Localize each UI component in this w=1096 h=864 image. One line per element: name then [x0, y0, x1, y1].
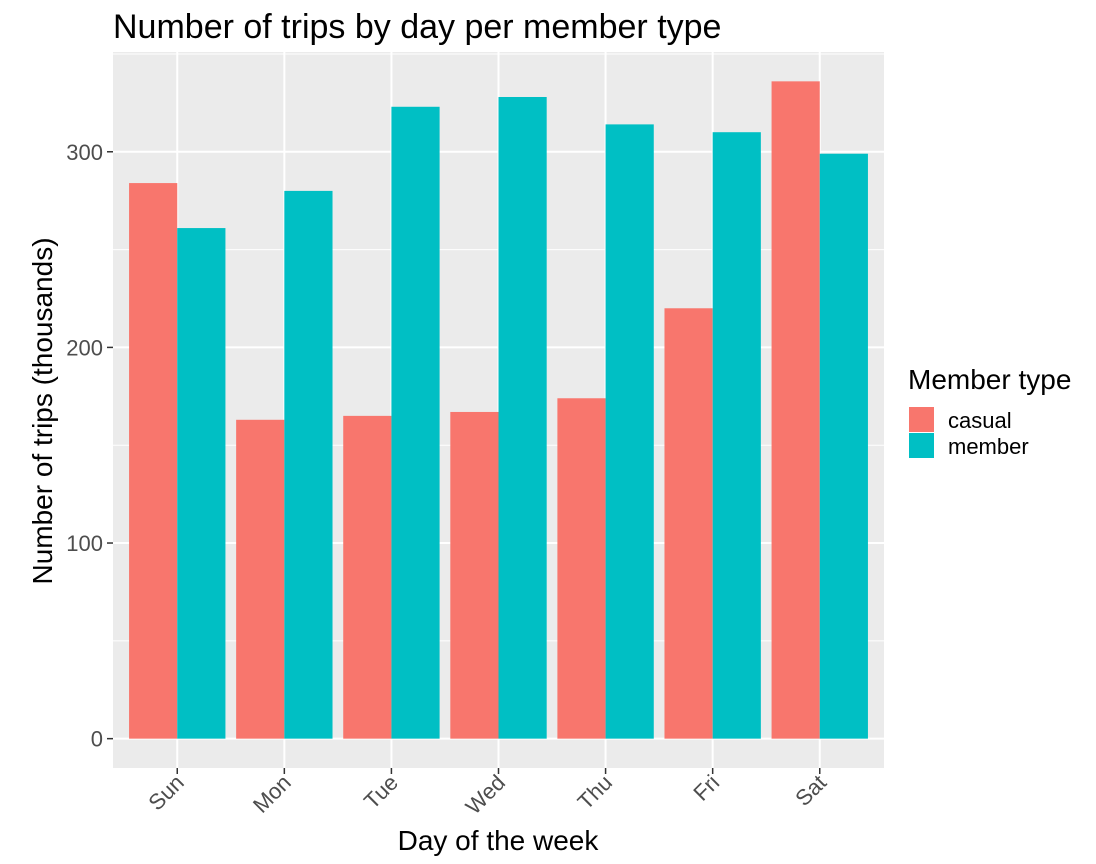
y-tick-label: 0 — [91, 727, 103, 752]
bar-member-fri — [712, 132, 761, 739]
bar-member-wed — [498, 96, 547, 739]
legend-title: Member type — [908, 364, 1071, 395]
bar-member-mon — [284, 190, 333, 739]
bar-member-sat — [819, 153, 868, 739]
y-tick-label: 100 — [66, 531, 103, 556]
x-tick-label: Wed — [461, 770, 510, 819]
bar-casual-sun — [129, 183, 178, 739]
bar-casual-thu — [557, 398, 606, 739]
x-tick-label: Fri — [688, 770, 724, 806]
bar-casual-fri — [664, 308, 713, 739]
y-tick-label: 300 — [66, 140, 103, 165]
x-tick-label: Sun — [143, 770, 188, 815]
x-tick-label: Mon — [248, 770, 296, 818]
bar-member-sun — [177, 228, 226, 739]
x-axis: Sun Mon Tue Wed Thu Fri Sat — [143, 768, 831, 819]
x-tick-label: Sat — [790, 770, 831, 811]
plot-panel — [113, 52, 884, 768]
legend-label-member: member — [948, 434, 1029, 459]
y-axis-title: Number of trips (thousands) — [27, 237, 58, 584]
chart-title: Number of trips by day per member type — [113, 8, 721, 46]
bar-casual-tue — [343, 415, 392, 739]
legend-label-casual: casual — [948, 408, 1012, 433]
x-axis-title: Day of the week — [398, 825, 600, 856]
bar-member-tue — [391, 106, 440, 739]
y-tick-label: 200 — [66, 335, 103, 360]
bar-member-thu — [605, 124, 654, 739]
bar-casual-wed — [450, 411, 499, 739]
y-axis: 0 100 200 300 — [66, 140, 113, 752]
legend-key-member — [909, 433, 934, 458]
bars — [129, 81, 868, 739]
bar-casual-mon — [236, 419, 285, 739]
legend-key-casual — [909, 407, 934, 432]
x-tick-label: Tue — [359, 770, 403, 814]
x-tick-label: Thu — [573, 770, 617, 814]
bar-casual-sat — [771, 81, 820, 739]
